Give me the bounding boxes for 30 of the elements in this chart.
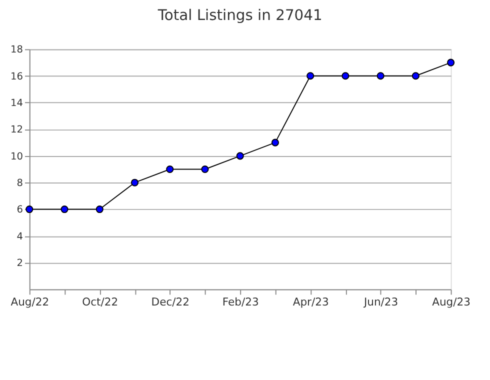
point [271, 138, 279, 146]
point [201, 165, 209, 174]
point [60, 206, 68, 214]
x-tick-label: Jun/23 [362, 295, 398, 308]
point [130, 178, 139, 186]
y-tick-label: 6 [16, 204, 24, 216]
y-tick-label: 10 [10, 151, 24, 162]
x-tick-label: Dec/22 [151, 295, 190, 308]
x-tick-label: Oct/22 [82, 295, 118, 308]
point [412, 72, 420, 80]
point [236, 152, 244, 160]
point [447, 58, 455, 66]
y-tick-label: 14 [10, 98, 24, 109]
point [376, 72, 384, 80]
y-tick-label: 8 [16, 178, 24, 190]
x-tick-label: Apr/23 [292, 295, 329, 308]
y-tick-label: 12 [10, 124, 24, 136]
chart-title: Total Listings in 27041 [156, 6, 322, 24]
point [96, 206, 104, 214]
x-tick-label: Aug/22 [10, 295, 50, 308]
y-tick-label: 2 [16, 258, 24, 270]
point [306, 72, 314, 80]
x-tick-label: Feb/23 [222, 295, 259, 308]
y-tick-label: 18 [10, 44, 24, 56]
x-tick-label: Aug/23 [432, 295, 470, 308]
y-tick-label: 16 [10, 71, 24, 82]
y-tick-label: 4 [16, 231, 24, 242]
point [166, 165, 174, 174]
point [26, 206, 34, 214]
point [342, 72, 350, 80]
